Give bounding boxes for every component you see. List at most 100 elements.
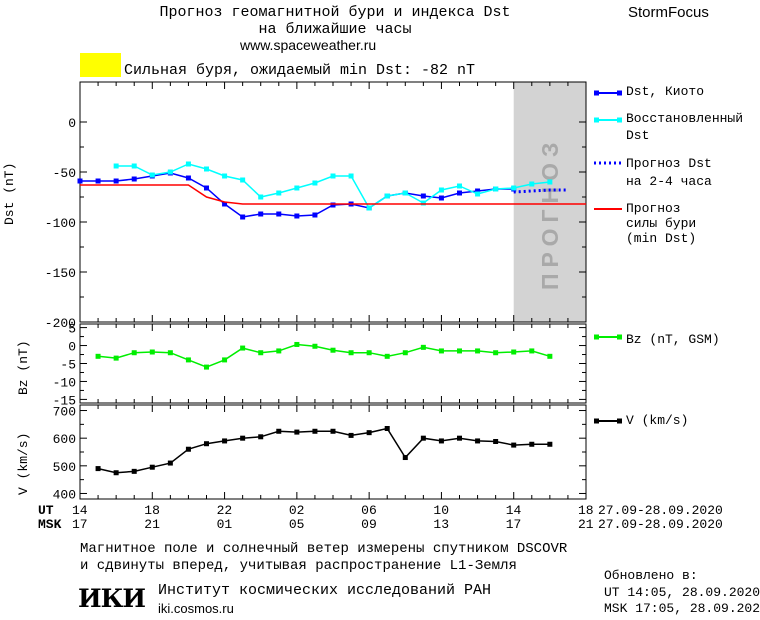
page-title: Прогноз геомагнитной бури и индекса Dst … [110,4,560,38]
data-point [511,442,517,448]
legend-storm-1: Прогноз [626,201,681,216]
data-point [113,355,119,361]
legend-marker [594,334,599,340]
msk-dates: 27.09-28.09.2020 [598,517,723,532]
data-point [547,441,553,447]
legend-forecast-2: на 2-4 часа [626,174,712,189]
data-point [222,438,228,444]
data-point [276,348,282,354]
data-point [185,357,191,363]
data-point [294,185,300,191]
panel-frame [79,404,587,500]
data-point [222,173,228,179]
data-point [475,348,481,354]
data-point [258,350,264,356]
ut-tick-label: 02 [288,503,305,518]
data-point [294,213,300,219]
data-point [149,464,155,470]
y-tick-label: 0 [68,340,76,355]
data-point [402,350,408,356]
y-tick-label: 600 [53,432,76,447]
data-point [149,172,155,178]
data-point [457,348,462,354]
data-point [204,441,209,447]
data-point [185,175,191,181]
data-point [294,341,300,347]
legend-bz: Bz (nT, GSM) [626,332,720,347]
data-point [438,195,444,201]
data-point [366,205,372,211]
legend-dst-kyoto: Dst, Киото [626,84,705,99]
data-point [131,176,137,182]
data-point [240,214,246,220]
series-line [513,188,568,194]
msk-tick-label: 09 [361,517,377,532]
data-point [348,350,354,356]
y-tick-label: 500 [53,460,76,475]
ut-tick-label: 22 [216,503,233,518]
storm-alert-swatch [80,53,121,77]
legend-lines [594,90,622,424]
institute-url[interactable]: iki.cosmos.ru [158,601,234,616]
data-point [131,350,137,356]
title-line-2: на ближайшие часы [258,21,412,38]
data-point [312,343,318,349]
data-point [420,435,426,441]
data-point [493,350,499,356]
data-point [204,185,209,191]
legend-marker [594,418,599,424]
data-point [475,188,481,194]
data-point [366,430,372,436]
brand-label: StormFocus [628,4,709,21]
data-point [258,434,264,440]
data-point [258,211,264,217]
data-point [167,169,173,175]
ut-tick-label: 06 [361,503,377,518]
data-point [113,470,119,476]
y-tick-label: -200 [45,316,76,331]
legend-marker [617,418,622,424]
data-point [511,349,517,355]
data-point [348,173,354,179]
y-tick-label: 0 [68,116,76,131]
data-point [222,201,228,207]
y-tick-label: 400 [53,487,76,502]
series-line [98,343,551,368]
y-tick-label: -50 [53,166,76,181]
data-point [95,178,101,184]
header-url[interactable]: www.spaceweather.ru [240,37,377,53]
forecast-region [513,82,586,322]
data-point [240,435,246,441]
data-point [420,200,426,206]
data-point [529,348,535,354]
legend-marker [617,90,622,96]
v-panel: 700 600 500 400 [53,404,587,502]
data-point [457,435,462,441]
data-point [113,178,119,184]
series-line [80,172,514,218]
ut-dates: 27.09-28.09.2020 [598,503,723,518]
data-point [240,177,246,183]
data-point [294,429,300,435]
msk-tick-label: 17 [505,517,522,532]
iki-logo[interactable]: ИКИ [78,584,146,613]
legend-storm-3: (min Dst) [626,231,697,246]
data-point [493,186,499,192]
data-point [420,193,426,199]
data-point [149,349,155,355]
updated-msk: MSK 17:05, 28.09.2020 [604,601,760,616]
data-point [475,438,481,444]
y-tick-label: 5 [68,322,76,337]
data-point [402,455,408,461]
data-point [312,180,318,186]
y-tick-label: -10 [53,375,76,390]
data-point [330,202,336,208]
data-point [529,441,535,447]
data-point [384,353,390,359]
ut-tick-label: 10 [433,503,450,518]
ut-tick-label: 14 [72,503,88,518]
data-point [330,173,336,179]
data-point [384,193,390,199]
legend-marker [617,117,622,123]
